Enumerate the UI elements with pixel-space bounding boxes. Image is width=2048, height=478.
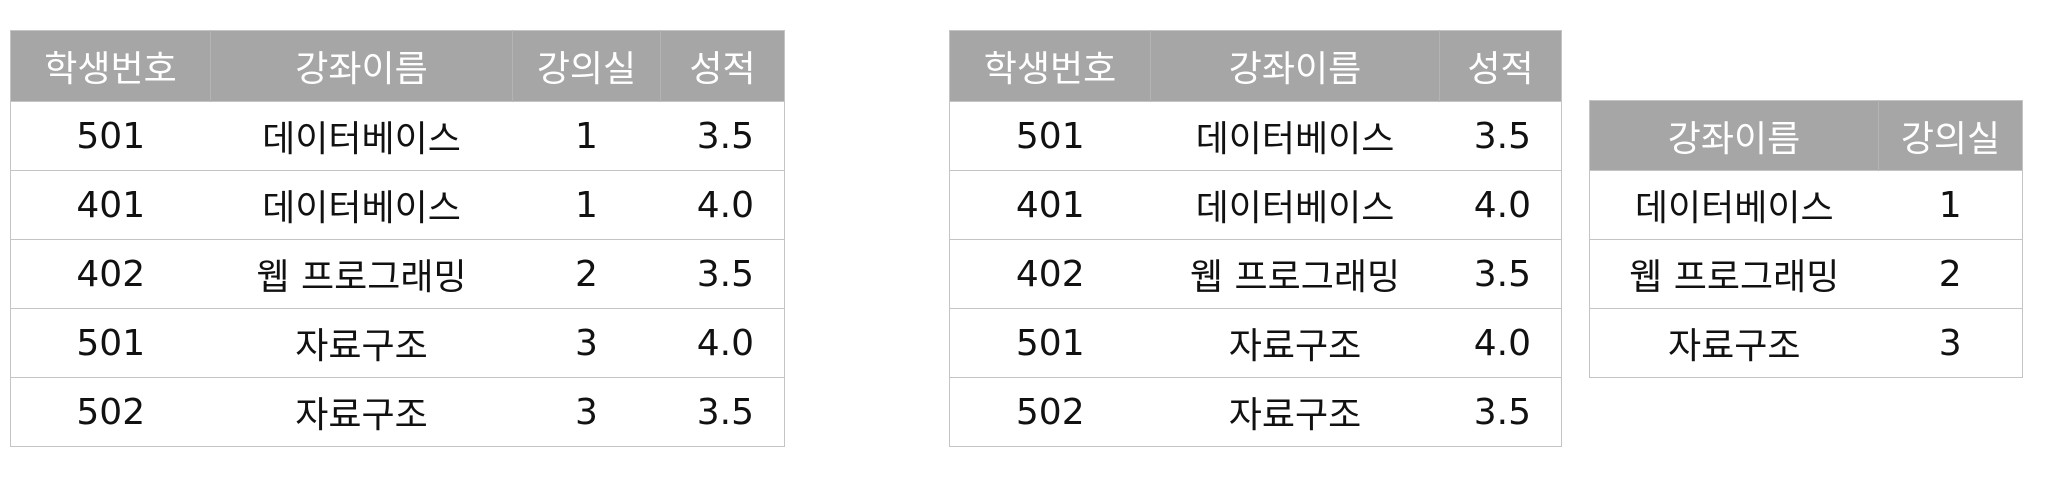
table-cell: 2	[512, 239, 661, 309]
table-cell: 자료구조	[1150, 377, 1440, 447]
table-cell: 웹 프로그래밍	[1150, 239, 1440, 309]
table-row: 502 자료구조 3.5	[949, 377, 1562, 447]
table-cell: 401	[949, 170, 1151, 240]
column-header: 강좌이름	[210, 30, 513, 102]
column-header: 강의실	[1878, 100, 2023, 171]
table-cell: 501	[949, 101, 1151, 171]
course-room-table: 강좌이름 강의실 데이터베이스 1 웹 프로그래밍 2 자료구조 3	[1589, 100, 2023, 378]
header-row: 학생번호 강좌이름 성적	[949, 30, 1562, 102]
table-cell: 웹 프로그래밍	[1589, 239, 1879, 309]
header-row: 학생번호 강좌이름 강의실 성적	[10, 30, 785, 102]
table-cell: 3	[512, 377, 661, 447]
table-cell: 3.5	[1439, 239, 1562, 309]
table-cell: 3	[512, 308, 661, 378]
column-header: 학생번호	[10, 30, 211, 102]
table-cell: 4.0	[660, 308, 785, 378]
table-cell: 4.0	[1439, 308, 1562, 378]
table-cell: 502	[10, 377, 211, 447]
column-header: 성적	[660, 30, 785, 102]
table-cell: 402	[949, 239, 1151, 309]
table-cell: 데이터베이스	[210, 170, 513, 240]
enrollment-table: 학생번호 강좌이름 강의실 성적 501 데이터베이스 1 3.5 401 데이터베이스 1 4.0…	[10, 30, 785, 447]
table-cell: 1	[512, 170, 661, 240]
table-cell: 데이터베이스	[1150, 101, 1440, 171]
student-grade-table: 학생번호 강좌이름 성적 501 데이터베이스 3.5 401 데이터베이스 4.0 402 웹 …	[949, 30, 1562, 447]
column-header: 강좌이름	[1150, 30, 1440, 102]
table-cell: 501	[10, 101, 211, 171]
table-cell: 3	[1878, 308, 2023, 378]
table-cell: 데이터베이스	[1150, 170, 1440, 240]
table-row: 402 웹 프로그래밍 3.5	[949, 239, 1562, 309]
table-row: 401 데이터베이스 1 4.0	[10, 170, 785, 240]
table-row: 501 자료구조 3 4.0	[10, 308, 785, 378]
table-cell: 자료구조	[210, 377, 513, 447]
table-row: 데이터베이스 1	[1589, 170, 2023, 240]
table-cell: 4.0	[1439, 170, 1562, 240]
table-cell: 1	[1878, 170, 2023, 240]
table-cell: 웹 프로그래밍	[210, 239, 513, 309]
table-cell: 3.5	[1439, 101, 1562, 171]
table-cell: 3.5	[1439, 377, 1562, 447]
column-header: 강좌이름	[1589, 100, 1879, 171]
table-cell: 4.0	[660, 170, 785, 240]
table-row: 501 데이터베이스 3.5	[949, 101, 1562, 171]
table-cell: 2	[1878, 239, 2023, 309]
table-cell: 402	[10, 239, 211, 309]
table-cell: 401	[10, 170, 211, 240]
table-row: 401 데이터베이스 4.0	[949, 170, 1562, 240]
table-cell: 3.5	[660, 377, 785, 447]
table-cell: 3.5	[660, 101, 785, 171]
table-cell: 자료구조	[210, 308, 513, 378]
table-cell: 자료구조	[1589, 308, 1879, 378]
table-cell: 데이터베이스	[210, 101, 513, 171]
column-header: 강의실	[512, 30, 661, 102]
table-row: 자료구조 3	[1589, 308, 2023, 378]
table-cell: 데이터베이스	[1589, 170, 1879, 240]
table-cell: 자료구조	[1150, 308, 1440, 378]
table-row: 501 자료구조 4.0	[949, 308, 1562, 378]
table-cell: 3.5	[660, 239, 785, 309]
table-cell: 501	[10, 308, 211, 378]
table-row: 웹 프로그래밍 2	[1589, 239, 2023, 309]
table-row: 501 데이터베이스 1 3.5	[10, 101, 785, 171]
table-row: 502 자료구조 3 3.5	[10, 377, 785, 447]
header-row: 강좌이름 강의실	[1589, 100, 2023, 171]
table-cell: 501	[949, 308, 1151, 378]
table-row: 402 웹 프로그래밍 2 3.5	[10, 239, 785, 309]
column-header: 성적	[1439, 30, 1562, 102]
column-header: 학생번호	[949, 30, 1151, 102]
table-cell: 502	[949, 377, 1151, 447]
table-cell: 1	[512, 101, 661, 171]
